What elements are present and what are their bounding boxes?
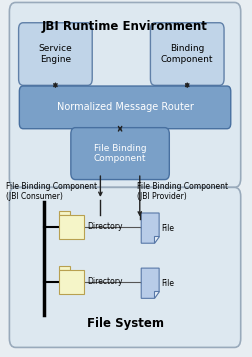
FancyBboxPatch shape	[19, 23, 92, 85]
Text: File Binding Component
(JBI Provider): File Binding Component (JBI Provider)	[137, 182, 228, 201]
Text: Service
Engine: Service Engine	[38, 44, 72, 64]
FancyBboxPatch shape	[59, 266, 69, 270]
Text: Directory: Directory	[87, 277, 123, 286]
Text: File Binding Component
(JBI Consumer): File Binding Component (JBI Consumer)	[6, 182, 97, 201]
Polygon shape	[141, 268, 159, 298]
FancyBboxPatch shape	[9, 2, 240, 187]
Text: File: File	[161, 224, 174, 233]
FancyBboxPatch shape	[9, 187, 240, 347]
Text: Directory: Directory	[87, 222, 123, 231]
FancyBboxPatch shape	[59, 211, 69, 215]
FancyBboxPatch shape	[59, 215, 84, 239]
Polygon shape	[153, 291, 159, 298]
Text: File Binding
Component: File Binding Component	[93, 144, 146, 163]
Polygon shape	[153, 236, 159, 243]
FancyBboxPatch shape	[59, 270, 84, 294]
Text: Binding
Component: Binding Component	[160, 44, 213, 64]
FancyBboxPatch shape	[19, 86, 230, 129]
Text: File: File	[161, 279, 174, 288]
Polygon shape	[141, 213, 159, 243]
FancyBboxPatch shape	[150, 23, 223, 85]
Text: Normalized Message Router: Normalized Message Router	[56, 102, 193, 112]
FancyBboxPatch shape	[71, 128, 169, 180]
Text: File System: File System	[86, 317, 163, 330]
Text: JBI Runtime Environment: JBI Runtime Environment	[42, 20, 207, 33]
